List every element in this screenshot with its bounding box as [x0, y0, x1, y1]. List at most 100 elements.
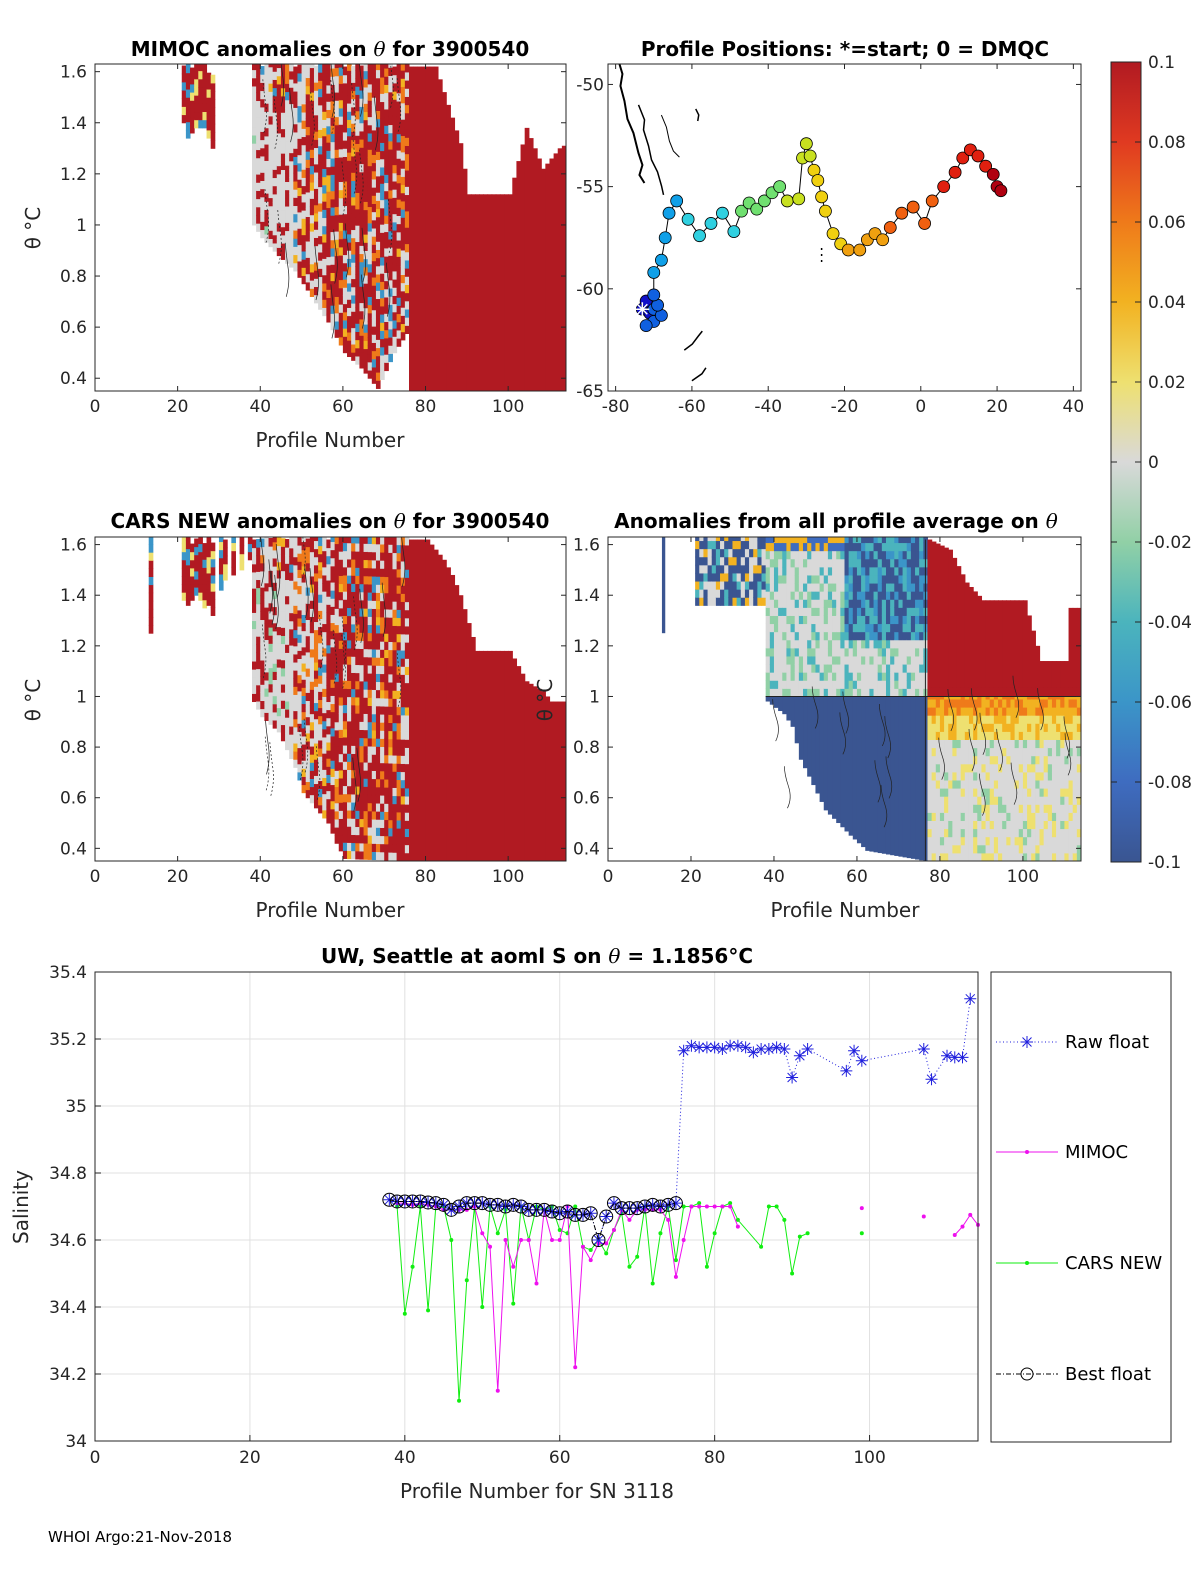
heat-cell — [856, 631, 862, 641]
heat-cell — [351, 237, 356, 247]
heat-cell — [392, 576, 398, 586]
heat-cell — [326, 588, 331, 597]
heat-cell — [309, 75, 315, 85]
heat-cell — [827, 583, 833, 592]
heat-cell — [347, 537, 352, 544]
heat-cell — [861, 615, 866, 625]
heat-cell — [272, 144, 278, 154]
heat-cell — [1076, 796, 1081, 805]
heat-cell — [289, 144, 294, 154]
heat-cell — [753, 597, 758, 606]
heat-cell — [384, 851, 389, 861]
heat-cell — [396, 68, 402, 78]
heat-cell — [301, 663, 307, 672]
heat-cell — [1002, 828, 1007, 838]
heat-cell — [206, 121, 212, 131]
heat-cell — [927, 852, 933, 861]
heat-cell — [881, 655, 887, 665]
blue-anomaly-column — [819, 696, 825, 802]
heat-cell — [881, 599, 887, 608]
heat-cell — [359, 567, 365, 577]
heat-cell — [404, 796, 410, 805]
heat-cell — [384, 288, 389, 298]
heat-cell — [347, 842, 352, 852]
heat-cell — [367, 592, 373, 601]
contour-line — [304, 563, 309, 619]
heat-cell — [1039, 739, 1045, 749]
heat-cell — [293, 213, 298, 223]
heat-cell — [836, 672, 841, 681]
heat-cell — [326, 272, 331, 282]
heat-cell — [396, 682, 402, 691]
heat-cell — [380, 117, 385, 127]
heat-cell — [1022, 731, 1028, 740]
heat-cell — [811, 639, 816, 649]
heat-cell — [309, 600, 315, 609]
heat-cell — [363, 737, 369, 747]
heat-cell — [359, 826, 365, 836]
heat-cell — [894, 664, 899, 673]
heat-cell — [359, 212, 365, 222]
heat-cell — [388, 83, 393, 93]
heat-cell — [289, 669, 294, 678]
blue-anomaly-column — [765, 696, 771, 702]
heat-cell — [347, 152, 352, 161]
heat-cell — [256, 603, 261, 613]
heat-cell — [297, 236, 303, 246]
heat-cell — [392, 836, 398, 845]
heat-cell — [268, 238, 274, 248]
heat-cell — [869, 550, 875, 560]
heat-cell — [375, 216, 381, 226]
heat-cell — [1076, 820, 1081, 830]
heat-cell — [1002, 739, 1007, 749]
heat-cell — [252, 159, 257, 169]
x-tick-label: 0 — [915, 397, 926, 417]
heat-cell — [355, 184, 360, 194]
heat-cell — [840, 574, 845, 584]
heat-cell — [400, 119, 406, 128]
heat-cell — [985, 836, 991, 846]
heat-cell — [297, 179, 303, 188]
heat-cell — [981, 723, 987, 732]
heat-cell — [782, 615, 787, 625]
heat-cell — [313, 783, 319, 793]
heat-cell — [898, 550, 904, 560]
heat-cell — [342, 156, 348, 166]
heat-cell — [355, 745, 360, 755]
heat-cell — [384, 657, 389, 667]
heat-cell — [309, 222, 315, 232]
contour-line — [373, 96, 379, 151]
heat-cell — [338, 769, 344, 779]
heat-cell — [1064, 715, 1070, 724]
heat-cell — [786, 688, 792, 697]
heat-cell — [906, 583, 912, 592]
heat-cell — [285, 99, 290, 109]
heat-cell — [989, 796, 995, 805]
heat-cell — [293, 662, 298, 671]
heat-cell — [210, 140, 216, 149]
y-tick-label: 1.2 — [60, 637, 87, 657]
heat-cell — [724, 597, 729, 606]
mimoc-point — [580, 1244, 585, 1249]
heat-cell — [885, 615, 891, 625]
heat-cell — [384, 714, 389, 723]
heat-cell — [773, 566, 779, 576]
heat-cell — [890, 664, 895, 673]
heat-cell — [367, 231, 373, 240]
heat-cell — [819, 631, 825, 641]
heat-cell — [342, 793, 348, 803]
heat-cell — [276, 124, 282, 134]
heat-cell — [1043, 820, 1049, 830]
heat-cell — [338, 729, 344, 738]
heat-cell — [330, 582, 336, 591]
blue-anomaly-column — [773, 696, 779, 708]
heat-cell — [338, 713, 344, 722]
heat-cell — [351, 785, 356, 795]
red-anomaly-column — [520, 673, 526, 861]
heat-cell — [338, 328, 344, 338]
heat-cell — [318, 756, 323, 765]
heat-cell — [1076, 852, 1081, 861]
heat-cell — [885, 566, 891, 576]
heat-cell — [297, 252, 303, 262]
heat-cell — [769, 591, 775, 600]
